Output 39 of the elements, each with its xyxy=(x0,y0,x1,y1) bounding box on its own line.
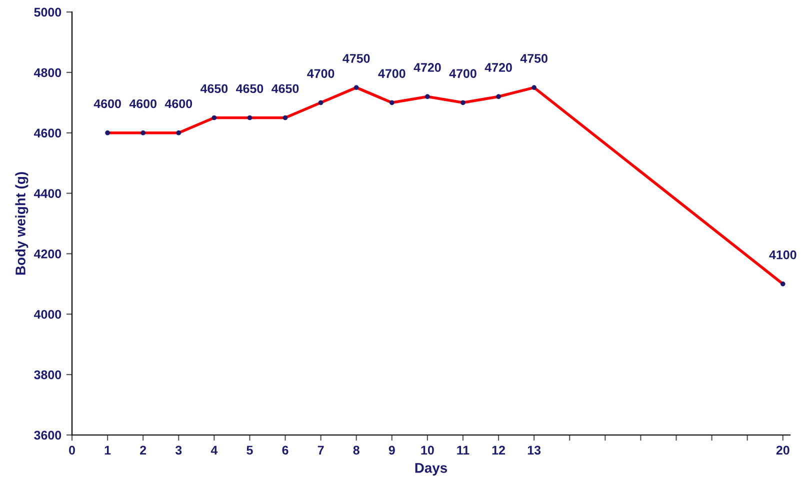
y-tick-label: 4800 xyxy=(34,68,62,78)
data-label: 4650 xyxy=(236,84,264,94)
x-tick-label: 4 xyxy=(210,446,218,454)
x-tick-label: 7 xyxy=(318,446,324,454)
data-label: 4600 xyxy=(164,99,192,108)
data-label: 4600 xyxy=(94,99,121,108)
y-tick-label: 4000 xyxy=(34,310,62,319)
data-label: 4720 xyxy=(414,63,441,72)
x-tick-label: 6 xyxy=(282,446,288,455)
y-tick-label: 4400 xyxy=(34,189,62,198)
data-label: 4700 xyxy=(378,69,406,78)
x-tick-label: 1 xyxy=(104,446,111,454)
y-tick-label: 4200 xyxy=(34,250,62,258)
x-tick-label: 12 xyxy=(492,446,505,454)
x-tick-label: 0 xyxy=(69,446,75,455)
x-axis-title: Days xyxy=(415,463,448,476)
x-tick-label: 9 xyxy=(388,446,395,455)
y-axis-title: Body weight (g) xyxy=(15,172,28,275)
y-tick-label: 5000 xyxy=(34,8,62,17)
x-tick-label: 3 xyxy=(175,446,182,455)
x-tick-label: 20 xyxy=(776,446,790,455)
x-tick-label: 8 xyxy=(353,446,360,455)
data-label: 4700 xyxy=(449,69,476,78)
x-tick-label: 13 xyxy=(528,446,541,455)
x-tick-label: 10 xyxy=(421,446,434,455)
data-label: 4720 xyxy=(484,63,512,72)
y-tick-label: 3800 xyxy=(34,370,62,380)
x-tick-label: 5 xyxy=(246,446,253,455)
data-label: 4650 xyxy=(200,84,228,94)
data-label: 4100 xyxy=(769,250,796,260)
x-tick-label: 11 xyxy=(457,446,470,454)
data-label: 4600 xyxy=(129,99,156,108)
data-label: 4650 xyxy=(272,84,299,94)
y-tick-label: 3600 xyxy=(34,430,62,440)
data-label: 4700 xyxy=(307,69,334,78)
data-label: 4750 xyxy=(342,54,370,63)
x-tick-label: 2 xyxy=(140,446,146,454)
y-tick-label: 4600 xyxy=(34,128,62,138)
data-label: 4750 xyxy=(520,54,548,63)
